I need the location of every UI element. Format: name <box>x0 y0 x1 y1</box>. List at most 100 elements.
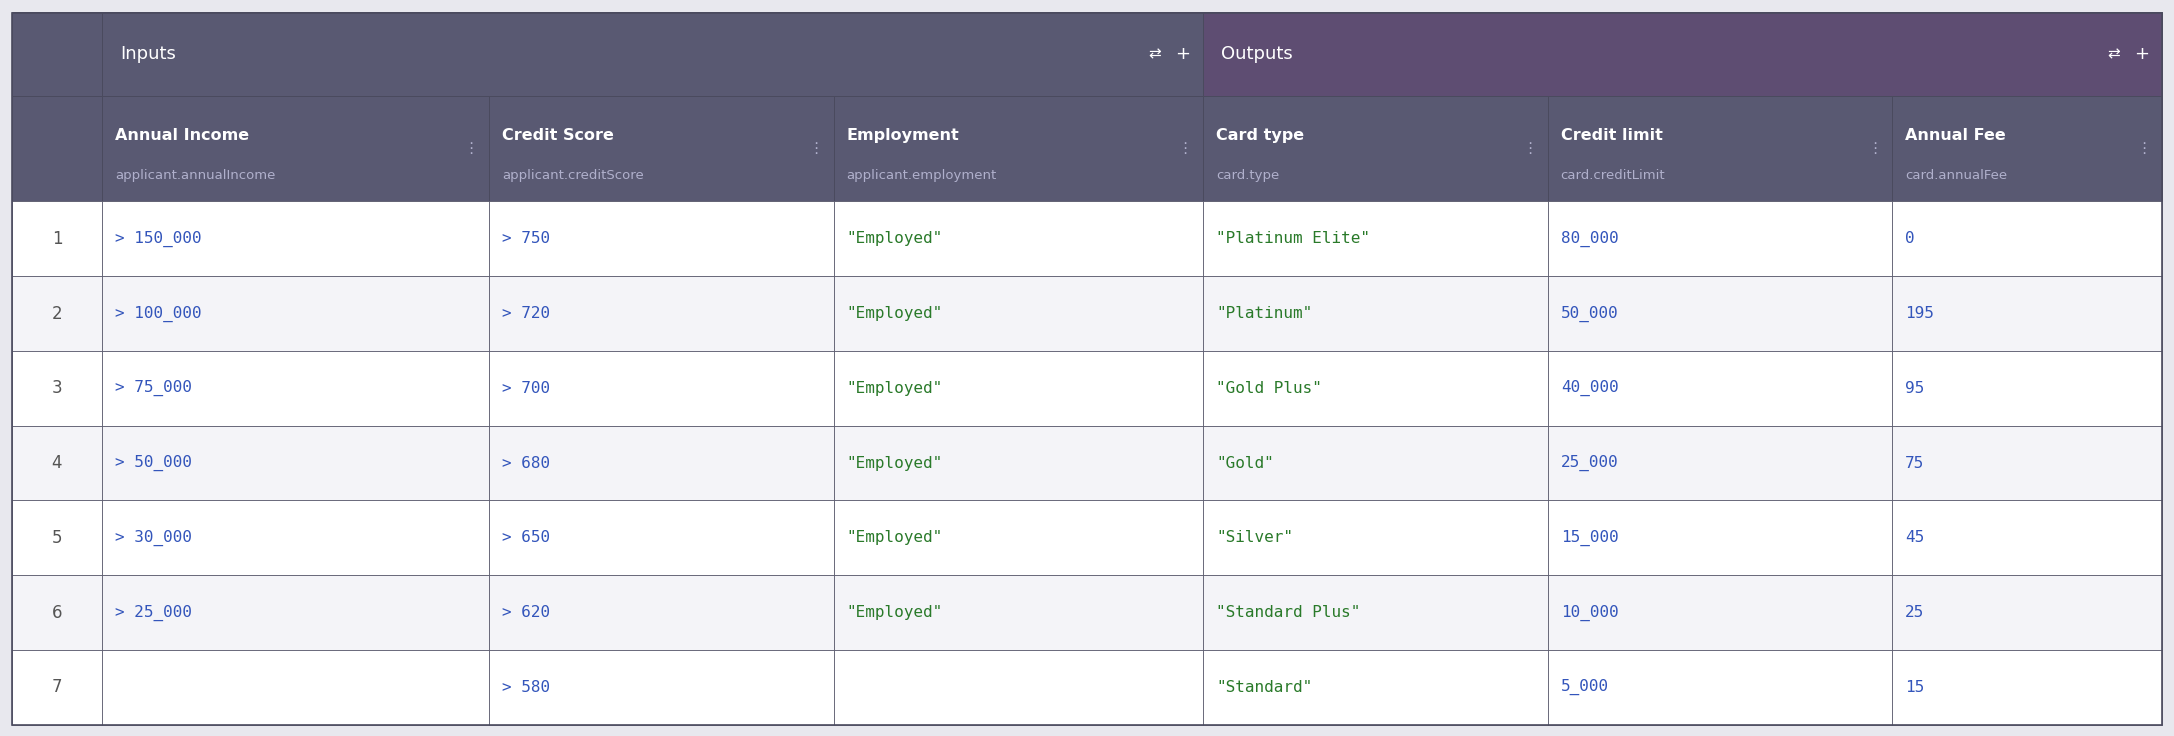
Text: > 75_000: > 75_000 <box>115 381 191 397</box>
Bar <box>489 96 833 202</box>
Bar <box>833 576 1202 650</box>
Bar <box>13 500 102 576</box>
Bar <box>1548 276 1891 351</box>
Text: > 620: > 620 <box>502 605 550 620</box>
Bar <box>13 650 102 725</box>
Text: 80_000: 80_000 <box>1561 230 1617 247</box>
Text: applicant.annualIncome: applicant.annualIncome <box>115 169 276 182</box>
Text: 95: 95 <box>1904 381 1924 396</box>
Text: > 750: > 750 <box>502 231 550 247</box>
Bar <box>13 425 102 500</box>
Text: > 30_000: > 30_000 <box>115 530 191 546</box>
Text: +: + <box>1176 45 1189 63</box>
Text: ⋮: ⋮ <box>809 141 824 156</box>
Bar <box>102 425 489 500</box>
Bar <box>1891 351 2161 425</box>
Text: ⋮: ⋮ <box>463 141 478 156</box>
Bar <box>1202 351 1548 425</box>
Text: > 650: > 650 <box>502 531 550 545</box>
Text: > 580: > 580 <box>502 680 550 695</box>
Bar <box>1891 576 2161 650</box>
Text: 25_000: 25_000 <box>1561 455 1617 471</box>
Bar <box>1202 650 1548 725</box>
Text: "Employed": "Employed" <box>846 381 944 396</box>
Text: 25: 25 <box>1904 605 1924 620</box>
Text: Annual Income: Annual Income <box>115 127 250 143</box>
Bar <box>102 351 489 425</box>
Text: +: + <box>2135 45 2150 63</box>
Bar <box>833 202 1202 276</box>
Text: Outputs: Outputs <box>1222 45 1294 63</box>
Bar <box>13 351 102 425</box>
Bar <box>1202 202 1548 276</box>
Text: 15: 15 <box>1904 680 1924 695</box>
Text: 5_000: 5_000 <box>1561 679 1609 696</box>
Text: > 700: > 700 <box>502 381 550 396</box>
Bar <box>489 202 833 276</box>
Text: Card type: Card type <box>1215 127 1304 143</box>
Text: ⋮: ⋮ <box>2137 141 2152 156</box>
Bar <box>489 500 833 576</box>
Text: applicant.employment: applicant.employment <box>846 169 998 182</box>
Text: "Employed": "Employed" <box>846 456 944 470</box>
Text: > 25_000: > 25_000 <box>115 604 191 620</box>
Text: ⋮: ⋮ <box>1178 141 1194 156</box>
Bar <box>1891 276 2161 351</box>
Text: "Standard Plus": "Standard Plus" <box>1215 605 1361 620</box>
Bar <box>833 425 1202 500</box>
Text: "Employed": "Employed" <box>846 306 944 321</box>
Text: > 150_000: > 150_000 <box>115 230 202 247</box>
Text: "Employed": "Employed" <box>846 605 944 620</box>
Text: "Employed": "Employed" <box>846 231 944 247</box>
Text: ⋮: ⋮ <box>1522 141 1537 156</box>
Bar <box>1202 276 1548 351</box>
Text: > 720: > 720 <box>502 306 550 321</box>
Bar <box>1891 425 2161 500</box>
Bar <box>13 576 102 650</box>
Text: card.annualFee: card.annualFee <box>1904 169 2007 182</box>
Bar <box>102 276 489 351</box>
Text: 195: 195 <box>1904 306 1935 321</box>
Bar <box>13 96 102 202</box>
Bar <box>833 500 1202 576</box>
Bar <box>13 202 102 276</box>
Bar <box>1891 202 2161 276</box>
Bar <box>1548 576 1891 650</box>
Text: 40_000: 40_000 <box>1561 381 1617 397</box>
Text: 7: 7 <box>52 679 63 696</box>
Text: applicant.creditScore: applicant.creditScore <box>502 169 644 182</box>
Text: 3: 3 <box>52 379 63 397</box>
Text: 50_000: 50_000 <box>1561 305 1617 322</box>
Text: 75: 75 <box>1904 456 1924 470</box>
Bar <box>833 351 1202 425</box>
Bar <box>833 650 1202 725</box>
Text: "Platinum Elite": "Platinum Elite" <box>1215 231 1370 247</box>
Text: 15_000: 15_000 <box>1561 530 1617 546</box>
Text: "Standard": "Standard" <box>1215 680 1313 695</box>
Text: Annual Fee: Annual Fee <box>1904 127 2007 143</box>
Bar <box>102 12 1202 96</box>
Bar <box>13 12 102 96</box>
Bar <box>13 276 102 351</box>
Bar <box>1548 351 1891 425</box>
Bar <box>1548 202 1891 276</box>
Bar <box>1548 96 1891 202</box>
Text: > 50_000: > 50_000 <box>115 455 191 471</box>
Bar <box>1202 576 1548 650</box>
Text: 0: 0 <box>1904 231 1915 247</box>
Bar <box>1202 96 1548 202</box>
Text: 10_000: 10_000 <box>1561 604 1617 620</box>
Text: ⇄: ⇄ <box>2107 46 2120 62</box>
Bar <box>489 576 833 650</box>
Text: > 100_000: > 100_000 <box>115 305 202 322</box>
Text: Employment: Employment <box>846 127 959 143</box>
Bar <box>833 96 1202 202</box>
Bar <box>833 276 1202 351</box>
Bar <box>1202 425 1548 500</box>
Text: 5: 5 <box>52 528 63 547</box>
Bar <box>1548 650 1891 725</box>
Bar <box>489 276 833 351</box>
Bar <box>1202 12 2161 96</box>
Bar <box>102 500 489 576</box>
Bar <box>1548 500 1891 576</box>
